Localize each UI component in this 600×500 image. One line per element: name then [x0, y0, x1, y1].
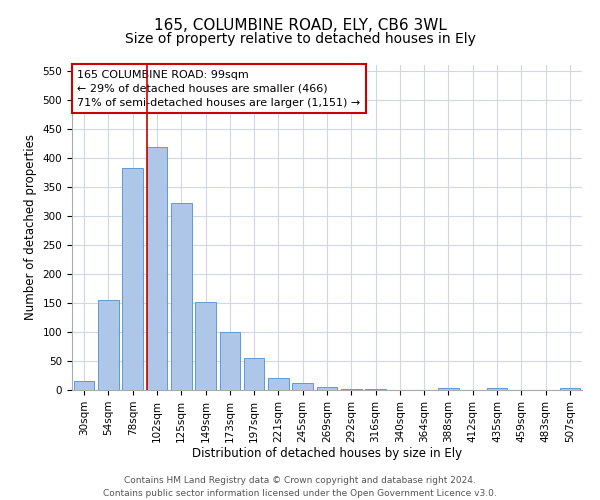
Bar — [292, 383, 313, 390]
Text: 165 COLUMBINE ROAD: 99sqm
← 29% of detached houses are smaller (466)
71% of semi: 165 COLUMBINE ROAD: 99sqm ← 29% of detac… — [77, 70, 361, 108]
Bar — [438, 388, 459, 390]
Bar — [122, 168, 143, 390]
Bar — [244, 358, 265, 390]
X-axis label: Distribution of detached houses by size in Ely: Distribution of detached houses by size … — [192, 448, 462, 460]
Bar — [220, 332, 240, 390]
Bar — [317, 386, 337, 390]
Bar — [560, 388, 580, 390]
Bar — [268, 378, 289, 390]
Bar — [487, 388, 508, 390]
Bar — [195, 302, 216, 390]
Bar — [98, 300, 119, 390]
Text: 165, COLUMBINE ROAD, ELY, CB6 3WL: 165, COLUMBINE ROAD, ELY, CB6 3WL — [154, 18, 446, 32]
Bar — [74, 382, 94, 390]
Text: Size of property relative to detached houses in Ely: Size of property relative to detached ho… — [125, 32, 475, 46]
Bar — [341, 389, 362, 390]
Bar — [146, 148, 167, 390]
Bar — [365, 389, 386, 390]
Y-axis label: Number of detached properties: Number of detached properties — [24, 134, 37, 320]
Text: Contains HM Land Registry data © Crown copyright and database right 2024.
Contai: Contains HM Land Registry data © Crown c… — [103, 476, 497, 498]
Bar — [171, 203, 191, 390]
